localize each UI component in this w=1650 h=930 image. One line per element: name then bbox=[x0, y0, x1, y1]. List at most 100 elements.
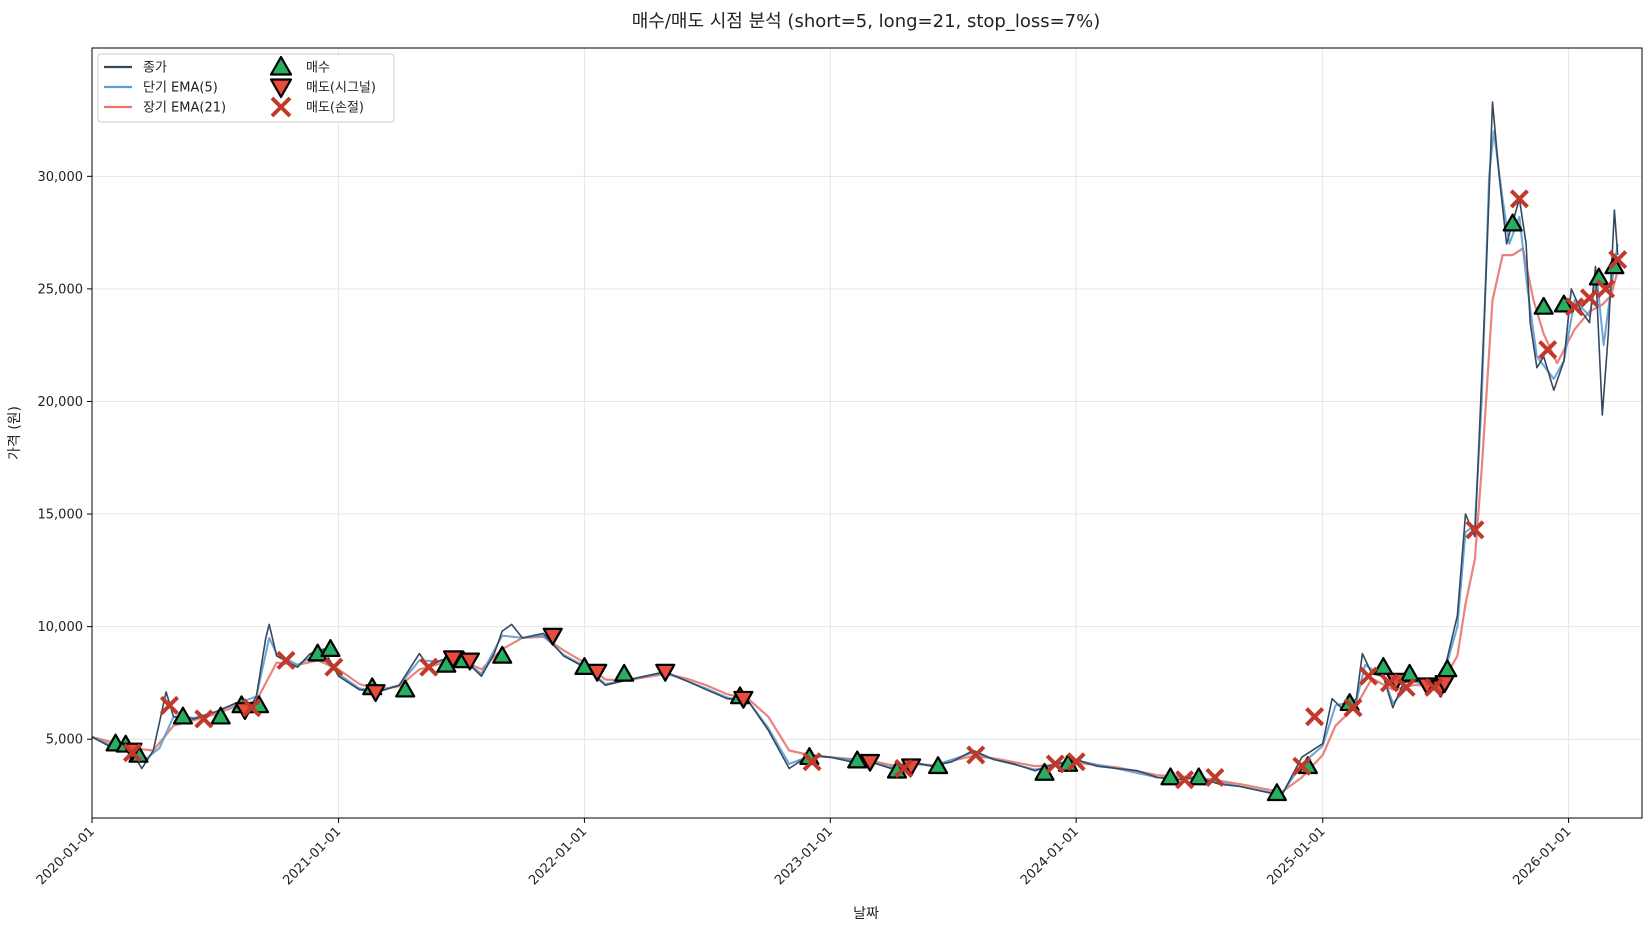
marker-x-point-stroke-b bbox=[324, 657, 344, 677]
marker-x-point-stroke-b bbox=[1205, 767, 1225, 787]
marker-triangle-up-point bbox=[927, 756, 949, 775]
marker-x-point bbox=[1343, 698, 1363, 718]
marker-triangle-up-point bbox=[1533, 296, 1554, 315]
legend-label-marker-0: 매수 bbox=[306, 61, 330, 76]
marker-x-point-stroke-b bbox=[1305, 707, 1325, 727]
marker-x-point bbox=[419, 657, 439, 677]
legend-label-series-1: 단기 EMA(5) bbox=[143, 81, 218, 96]
marker-triangle-up-point bbox=[847, 750, 868, 769]
marker-triangle-up-point bbox=[210, 706, 231, 725]
y-tick-label: 5,000 bbox=[46, 733, 83, 748]
marker-x-point bbox=[894, 758, 914, 778]
marker-x-point-stroke-b bbox=[1066, 752, 1086, 772]
marker-triangle-down-point bbox=[587, 663, 608, 682]
marker-x-point bbox=[194, 709, 214, 729]
trade-markers bbox=[105, 189, 1628, 802]
marker-x-point-stroke-b bbox=[276, 650, 296, 670]
legend-box bbox=[97, 53, 395, 123]
y-tick-label: 15,000 bbox=[38, 508, 84, 523]
marker-triangle-down-point bbox=[859, 753, 881, 772]
marker-x-point-stroke-b bbox=[1565, 297, 1585, 317]
marker-x-point-stroke-b bbox=[1579, 288, 1599, 308]
marker-x-point bbox=[122, 743, 142, 763]
marker-x-point bbox=[1379, 673, 1399, 693]
marker-x-point bbox=[1045, 754, 1065, 774]
marker-x-point bbox=[1596, 279, 1616, 299]
marker-triangle-up-point bbox=[172, 706, 194, 725]
marker-x-point-stroke-b bbox=[419, 657, 439, 677]
marker-x-point bbox=[276, 650, 296, 670]
marker-triangle-down-point bbox=[442, 650, 464, 669]
marker-x-point-stroke-b bbox=[1175, 770, 1195, 790]
marker-x-point-stroke-b bbox=[894, 758, 914, 778]
marker-x-point bbox=[1292, 756, 1312, 776]
marker-x-point-stroke-b bbox=[159, 695, 179, 715]
marker-x-point-stroke-b bbox=[194, 709, 214, 729]
marker-triangle-up-point bbox=[320, 639, 341, 657]
legend-marker-0 bbox=[269, 55, 293, 76]
marker-x-point bbox=[1579, 288, 1599, 308]
marker-triangle-down-point bbox=[542, 627, 563, 646]
marker-x-point bbox=[1205, 767, 1225, 787]
marker-x-point bbox=[1175, 770, 1195, 790]
marker-triangle-up-point bbox=[614, 663, 635, 682]
marker-triangle-up-point bbox=[492, 645, 513, 664]
legend-marker-1 bbox=[269, 78, 293, 99]
marker-x-point-stroke-b bbox=[802, 752, 822, 772]
marker-x-point bbox=[966, 745, 986, 765]
marker-x-point-stroke-b bbox=[1379, 673, 1399, 693]
marker-x-point-stroke-b bbox=[1358, 666, 1379, 686]
marker-triangle-up-point bbox=[1188, 767, 1209, 786]
marker-triangle-down-point bbox=[655, 663, 676, 682]
marker-x-point bbox=[242, 698, 262, 718]
y-axis-title: 가격 (원) bbox=[7, 406, 23, 460]
plot-frame bbox=[91, 47, 1643, 819]
marker-x-point bbox=[159, 695, 179, 715]
marker-x-point bbox=[1066, 752, 1086, 772]
marker-x-point bbox=[1608, 250, 1628, 270]
marker-x-point-stroke-b bbox=[1045, 754, 1065, 774]
marker-triangle-up-point bbox=[395, 679, 416, 698]
marker-x-point-stroke-b bbox=[1538, 340, 1558, 360]
marker-x-point bbox=[1465, 520, 1485, 540]
marker-x-point-stroke-b bbox=[1396, 677, 1416, 697]
marker-x-point-stroke-b bbox=[1343, 698, 1363, 718]
marker-x-point-stroke-b bbox=[1424, 677, 1444, 697]
marker-triangle-up-point bbox=[1266, 783, 1287, 802]
chart-title: 매수/매도 시점 분석 (short=5, long=21, stop_loss… bbox=[632, 11, 1101, 32]
y-tick-label: 25,000 bbox=[38, 282, 84, 297]
marker-triangle-down-point bbox=[733, 690, 754, 709]
marker-triangle-down-point bbox=[459, 652, 481, 671]
marker-x-point-stroke-b bbox=[1608, 250, 1628, 270]
marker-x-point bbox=[1358, 666, 1379, 686]
marker-triangle-up-point bbox=[1399, 663, 1420, 682]
marker-x-point-stroke-b bbox=[1292, 756, 1312, 776]
grid bbox=[91, 48, 1642, 818]
y-tick-label: 10,000 bbox=[38, 620, 84, 635]
marker-x-point bbox=[1396, 677, 1416, 697]
marker-x-point-stroke-b bbox=[122, 743, 142, 763]
legend-label-series-2: 장기 EMA(21) bbox=[143, 101, 226, 116]
marker-triangle-up-point bbox=[1553, 294, 1574, 313]
marker-x-point bbox=[1509, 189, 1529, 209]
y-axis: 5,000 10,000 15,000 20,000 25,000 30,000 bbox=[38, 170, 92, 748]
marker-x-point bbox=[1424, 677, 1444, 697]
marker-x-point bbox=[802, 752, 822, 772]
y-tick-label: 20,000 bbox=[38, 395, 84, 410]
legend-label-marker-1: 매도(시그널) bbox=[306, 81, 376, 96]
marker-triangle-up-point bbox=[1373, 657, 1394, 676]
marker-triangle-up-point bbox=[1160, 767, 1181, 786]
marker-x-point-stroke-b bbox=[242, 698, 262, 718]
marker-triangle-up-point bbox=[1502, 213, 1523, 232]
marker-x-point bbox=[1565, 297, 1585, 317]
marker-x-point-stroke-b bbox=[966, 745, 986, 765]
legend-marker-2 bbox=[270, 96, 292, 118]
legend-label-marker-2: 매도(손절) bbox=[306, 101, 364, 116]
marker-x-point-stroke-b bbox=[1596, 279, 1616, 299]
marker-triangle-down-point bbox=[365, 684, 386, 703]
marker-x-point bbox=[1305, 707, 1325, 727]
legend-label-series-0: 종가 bbox=[143, 61, 167, 76]
